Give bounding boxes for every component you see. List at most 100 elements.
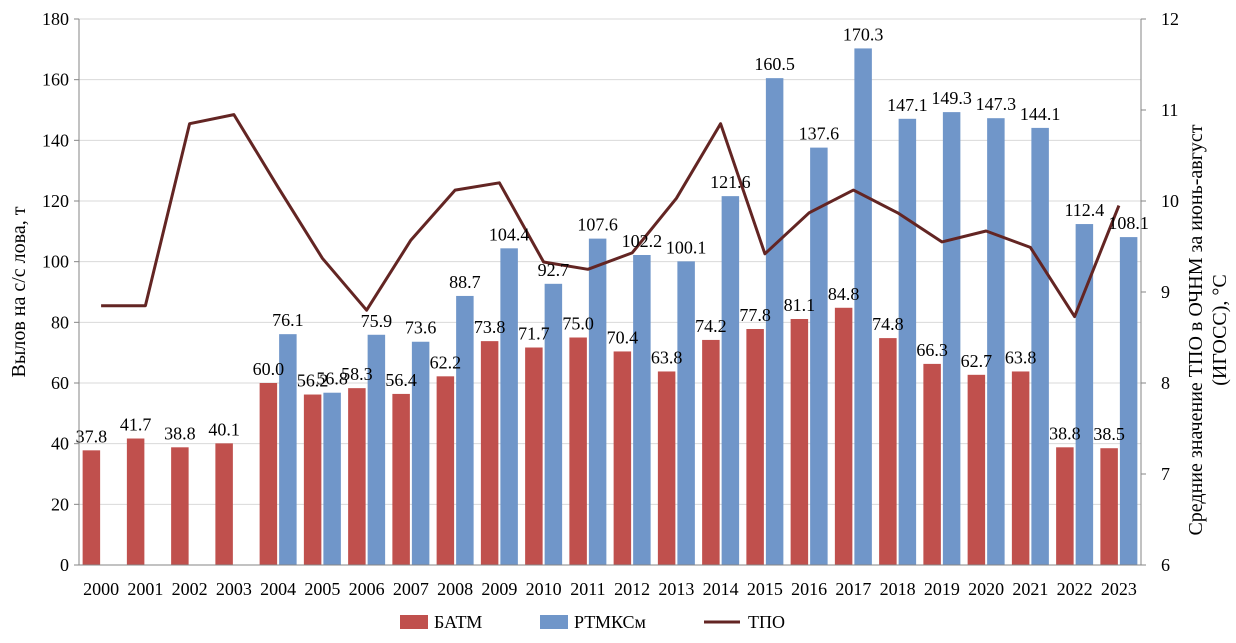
x-tick-label-2000: 2000 — [83, 579, 119, 599]
bar-rtmksm-2009 — [500, 248, 518, 565]
bar-batm-2014 — [702, 339, 720, 565]
y-axis-left-title: Вылов на с/с лова, т — [8, 206, 30, 377]
label-batm-2017: 84.8 — [828, 284, 860, 304]
label-rtmksm-2005: 56.8 — [316, 369, 348, 389]
bar-rtmksm-2008 — [456, 295, 474, 565]
y-axis-right-title-line1: Средние значение ТПО в ОЧНМ за июнь-авгу… — [1185, 124, 1207, 535]
x-tick-label-2014: 2014 — [703, 579, 739, 599]
label-batm-2019: 66.3 — [916, 340, 948, 360]
label-rtmksm-2019: 149.3 — [931, 88, 972, 108]
bar-batm-2003 — [215, 443, 233, 565]
label-batm-2016: 81.1 — [784, 295, 816, 315]
legend-label-batm: БАТМ — [434, 612, 482, 632]
legend-label-tpo: ТПО — [748, 612, 785, 632]
right-tick-label-12: 12 — [1161, 9, 1179, 29]
label-batm-2021: 63.8 — [1005, 347, 1037, 367]
bar-batm-2002 — [171, 447, 189, 565]
legend: БАТМ РТМКСм ТПО — [400, 612, 785, 632]
bar-rtmksm-2021 — [1031, 127, 1049, 565]
label-rtmksm-2020: 147.3 — [976, 94, 1017, 114]
label-batm-2003: 40.1 — [208, 419, 240, 439]
bar-batm-2019 — [923, 363, 941, 565]
bar-batm-2011 — [569, 337, 587, 565]
legend-swatch-rtmksm — [540, 615, 568, 629]
x-tick-label-2002: 2002 — [172, 579, 208, 599]
x-tick-label-2020: 2020 — [968, 579, 1004, 599]
bar-batm-2020 — [967, 374, 986, 565]
bar-batm-2006 — [348, 388, 366, 565]
label-batm-2023: 38.5 — [1093, 424, 1125, 444]
bar-batm-2018 — [879, 338, 897, 565]
x-tick-label-2010: 2010 — [526, 579, 562, 599]
axes-group — [74, 18, 1146, 566]
left-tick-label-0: 0 — [60, 555, 69, 575]
line-tpo — [101, 113, 1121, 319]
data-labels-group: 37.8 41.7 38.8 40.1 60.0 76.1 56.256.858.3 75.9… — [76, 24, 1149, 446]
bar-batm-2004 — [259, 383, 278, 565]
label-rtmksm-2006: 75.9 — [361, 311, 393, 331]
bar-rtmksm-2004 — [279, 334, 297, 565]
right-tick-label-7: 7 — [1161, 464, 1170, 484]
x-tick-label-2005: 2005 — [304, 579, 340, 599]
label-rtmksm-2008: 88.7 — [449, 272, 481, 292]
bar-rtmksm-2014 — [721, 196, 740, 565]
bar-rtmksm-2007 — [411, 341, 430, 565]
bar-rtmksm-2012 — [633, 254, 651, 565]
label-rtmksm-2012: 102.2 — [622, 231, 663, 251]
label-batm-2001: 41.7 — [120, 415, 152, 435]
label-rtmksm-2022: 112.4 — [1064, 200, 1104, 220]
bar-batm-2013 — [657, 371, 676, 565]
bar-rtmksm-2006 — [367, 334, 386, 565]
label-batm-2009: 73.8 — [474, 317, 506, 337]
label-rtmksm-2013: 100.1 — [666, 237, 707, 257]
label-rtmksm-2018: 147.1 — [887, 95, 928, 115]
x-tick-label-2003: 2003 — [216, 579, 252, 599]
right-tick-label-10: 10 — [1161, 191, 1179, 211]
bar-rtmksm-2022 — [1075, 224, 1094, 565]
label-batm-2018: 74.8 — [872, 314, 904, 334]
label-batm-2015: 77.8 — [739, 305, 771, 325]
x-tick-label-2018: 2018 — [880, 579, 916, 599]
bar-rtmksm-2018 — [898, 118, 917, 566]
line-series-group — [101, 113, 1121, 319]
bar-rtmksm-2005 — [323, 392, 341, 565]
bar-batm-2021 — [1011, 371, 1030, 565]
right-tick-label-6: 6 — [1161, 555, 1170, 575]
bar-batm-2023 — [1100, 448, 1118, 565]
label-rtmksm-2004: 76.1 — [272, 310, 304, 330]
left-tick-label-20: 20 — [51, 494, 69, 514]
left-tick-label-60: 60 — [51, 373, 69, 393]
bar-rtmksm-2011 — [588, 238, 607, 565]
bar-rtmksm-2015 — [765, 78, 784, 566]
label-batm-2010: 71.7 — [518, 324, 550, 344]
x-tick-label-2021: 2021 — [1012, 579, 1048, 599]
x-tick-label-2015: 2015 — [747, 579, 783, 599]
label-batm-2011: 75.0 — [562, 314, 594, 334]
left-tick-label-80: 80 — [51, 312, 69, 332]
label-batm-2005: 56.2 — [297, 371, 329, 391]
legend-label-rtmksm: РТМКСм — [574, 612, 646, 632]
label-rtmksm-2017: 170.3 — [843, 24, 884, 44]
tick-labels-group: 0 20 40 60 80 100 120 140 160 180 6 7 8 9 10 11 12 2000 20… — [42, 9, 1179, 599]
label-rtmksm-2015: 160.5 — [754, 54, 795, 74]
label-batm-2008: 62.2 — [430, 352, 462, 372]
left-tick-label-140: 140 — [42, 130, 69, 150]
label-batm-2000: 37.8 — [76, 426, 108, 446]
left-tick-label-160: 160 — [42, 70, 69, 90]
bar-batm-2000 — [82, 450, 101, 565]
x-tick-label-2019: 2019 — [924, 579, 960, 599]
x-tick-label-2001: 2001 — [127, 579, 163, 599]
label-rtmksm-2009: 104.4 — [489, 224, 530, 244]
bar-batm-2012 — [613, 351, 632, 565]
left-tick-label-120: 120 — [42, 191, 69, 211]
label-rtmksm-2011: 107.6 — [577, 215, 618, 235]
x-tick-label-2004: 2004 — [260, 579, 296, 599]
bar-rtmksm-2023 — [1119, 237, 1138, 565]
bar-rtmksm-2016 — [810, 147, 828, 565]
x-tick-label-2006: 2006 — [349, 579, 385, 599]
right-tick-label-9: 9 — [1161, 282, 1170, 302]
x-tick-label-2008: 2008 — [437, 579, 473, 599]
label-batm-2004: 60.0 — [253, 359, 285, 379]
